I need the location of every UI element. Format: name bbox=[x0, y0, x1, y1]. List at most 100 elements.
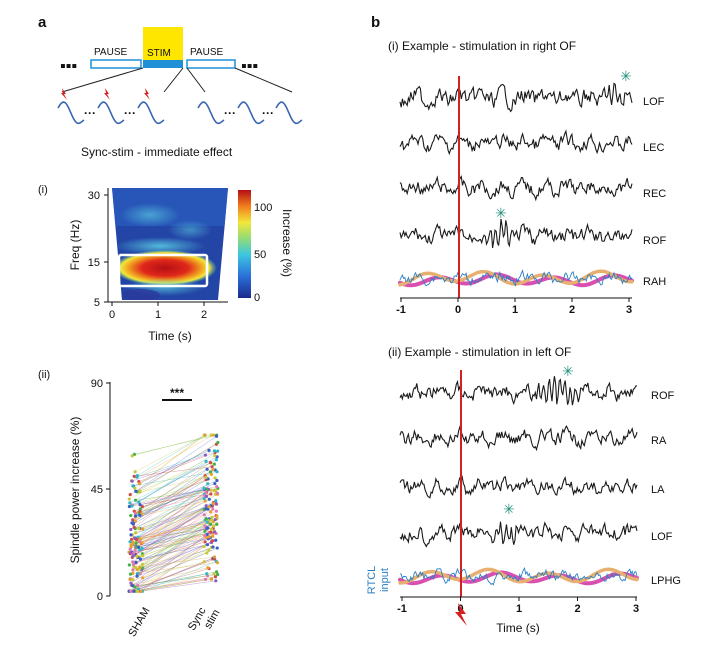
pair-line bbox=[134, 434, 217, 455]
lightning-bolt-icon bbox=[104, 88, 110, 100]
pair-line bbox=[137, 434, 205, 476]
pair-line bbox=[135, 436, 217, 492]
pair-line bbox=[134, 479, 207, 512]
top-tick-label-0: -1 bbox=[396, 304, 406, 316]
sync-dot bbox=[211, 520, 215, 524]
sync-dot bbox=[206, 566, 210, 570]
pair-line bbox=[135, 515, 217, 555]
sync-dot bbox=[205, 467, 209, 471]
heatmap-ytick-5: 5 bbox=[94, 297, 100, 309]
stim-block bbox=[143, 27, 183, 60]
sync-dot bbox=[208, 461, 213, 465]
sham-dot bbox=[133, 514, 138, 518]
sham-dot bbox=[129, 581, 133, 585]
pair-line bbox=[132, 503, 214, 543]
pair-line bbox=[132, 471, 218, 487]
sync-dot bbox=[215, 570, 219, 574]
ellipsis-left: ▪▪▪ bbox=[60, 58, 77, 75]
spindle-band-box bbox=[117, 253, 209, 288]
sham-dot bbox=[134, 489, 138, 493]
heatmap-ytick-30: 30 bbox=[88, 190, 100, 202]
sham-dot bbox=[129, 527, 133, 532]
sync-dot bbox=[206, 482, 210, 486]
sham-dot bbox=[140, 562, 145, 566]
pair-line bbox=[140, 544, 208, 560]
pair-line bbox=[135, 469, 214, 522]
lphg-pink-trace bbox=[398, 570, 639, 586]
bottom-tick-label-3: 2 bbox=[574, 603, 580, 615]
sham-dot bbox=[129, 513, 133, 518]
example-right-of: (i) Example - stimulation in right OF LO… bbox=[388, 39, 667, 316]
pair-line bbox=[135, 434, 206, 472]
sync-dot bbox=[214, 538, 218, 542]
sync-dot bbox=[204, 459, 208, 463]
sham-dot bbox=[133, 585, 137, 589]
pair-line bbox=[139, 525, 214, 570]
pair-line bbox=[139, 528, 212, 558]
heatmap-label: (i) bbox=[38, 184, 48, 196]
sync-dot bbox=[207, 505, 211, 509]
sham-dot bbox=[129, 551, 133, 555]
sham-dot bbox=[138, 513, 142, 517]
pair-line bbox=[135, 489, 212, 533]
pair-line bbox=[131, 477, 216, 506]
sync-dot bbox=[206, 526, 210, 530]
sham-dot bbox=[131, 563, 136, 567]
lphg-blue-trace bbox=[399, 566, 638, 586]
sync-dot bbox=[211, 507, 215, 511]
bottom-tick-label-0: -1 bbox=[397, 603, 407, 615]
pair-line bbox=[142, 561, 217, 592]
pair-line bbox=[129, 455, 215, 500]
protocol-caption: Sync-stim - immediate effect bbox=[81, 145, 233, 159]
top-channel-lof: LOF bbox=[643, 96, 665, 108]
sync-dot bbox=[205, 543, 210, 547]
sham-dot bbox=[136, 583, 140, 588]
pair-line bbox=[141, 474, 212, 514]
trace-ra bbox=[399, 425, 638, 452]
trace-lof bbox=[399, 521, 638, 548]
pair-line bbox=[132, 454, 206, 482]
sham-dot bbox=[130, 583, 134, 588]
sync-dot bbox=[214, 579, 218, 583]
sham-dot bbox=[131, 578, 135, 582]
sham-dot bbox=[135, 589, 139, 593]
sync-dot bbox=[215, 522, 219, 526]
sync-dot bbox=[214, 509, 218, 513]
input-label: input bbox=[379, 568, 391, 592]
bottom-title: (ii) Example - stimulation in left OF bbox=[388, 345, 571, 359]
slow-wave bbox=[197, 101, 225, 125]
top-tick-label-2: 1 bbox=[512, 304, 518, 316]
zoom-line-2 bbox=[163, 67, 184, 93]
lphg-orange-trace bbox=[398, 567, 639, 585]
top-tick-label-3: 2 bbox=[569, 304, 575, 316]
zoom-line-4 bbox=[234, 67, 293, 93]
sham-dot bbox=[128, 501, 132, 505]
sync-dot bbox=[215, 561, 220, 565]
pair-line bbox=[142, 536, 210, 579]
sham-dot bbox=[131, 560, 135, 564]
sham-dot bbox=[128, 572, 133, 576]
sync-dot bbox=[203, 499, 207, 503]
sham-dot bbox=[133, 511, 138, 515]
sync-dot bbox=[216, 449, 220, 453]
slow-wave bbox=[97, 101, 125, 125]
ellipsis-right: ▪▪▪ bbox=[241, 58, 258, 75]
sync-dot bbox=[215, 484, 219, 489]
zoom-line-3 bbox=[186, 67, 206, 93]
sync-dot bbox=[210, 539, 214, 543]
sham-dot bbox=[133, 519, 137, 523]
pair-line bbox=[130, 531, 211, 554]
sync-dot bbox=[210, 465, 214, 469]
bottom-xlabel: Time (s) bbox=[496, 621, 540, 635]
heatmap-panel: (i) 30 15 5 Freq (Hz) 0 1 2 Time (s) 100… bbox=[38, 184, 294, 343]
pair-line bbox=[132, 561, 205, 580]
bottom-channel-lphg: LPHG bbox=[651, 575, 681, 587]
lightning-bolt-icon bbox=[61, 88, 67, 100]
sham-dot bbox=[134, 531, 138, 535]
sync-dot bbox=[202, 486, 206, 491]
pause-left-box bbox=[90, 59, 142, 69]
example-left-of: (ii) Example - stimulation in left OF RO… bbox=[366, 345, 681, 635]
rtcl-label: RTCL bbox=[366, 566, 378, 595]
sham-dot bbox=[128, 540, 132, 544]
